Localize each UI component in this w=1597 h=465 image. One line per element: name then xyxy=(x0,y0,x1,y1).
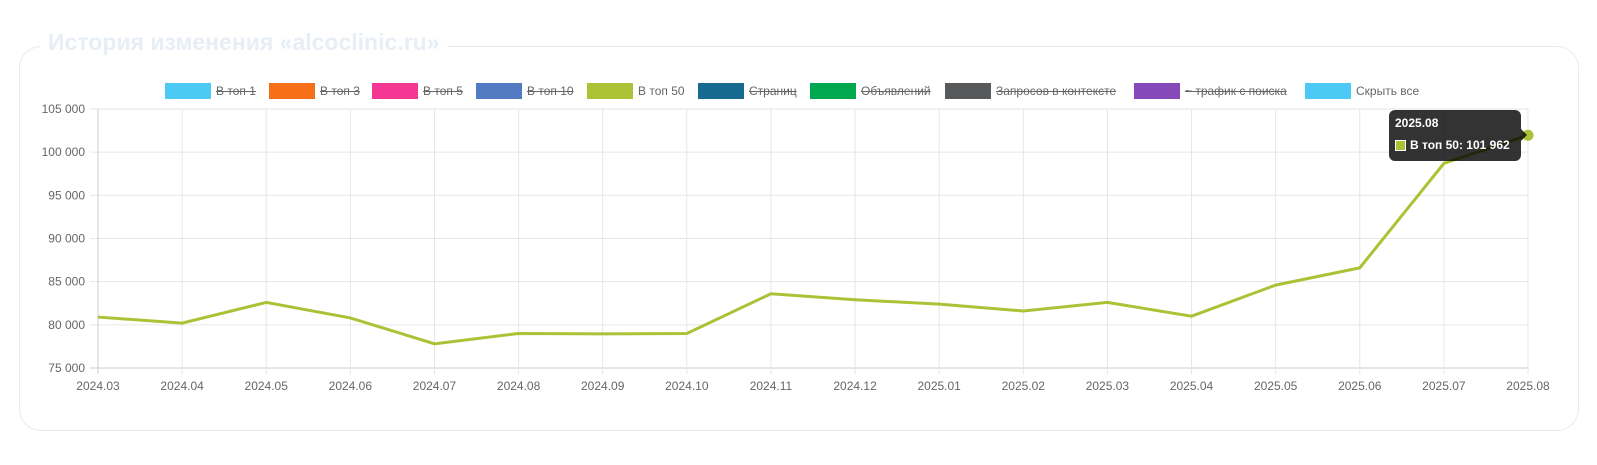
legend-swatch xyxy=(165,83,211,99)
x-tick-label: 2024.11 xyxy=(750,379,793,393)
legend-label: ~ трафик с поиска xyxy=(1185,84,1287,98)
y-tick-label: 85 000 xyxy=(48,275,85,289)
y-tick-label: 90 000 xyxy=(48,232,85,246)
legend-swatch xyxy=(587,83,633,99)
series-line xyxy=(97,133,1529,346)
legend-swatch xyxy=(945,83,991,99)
chart-card xyxy=(19,46,1579,431)
tooltip-title: 2025.08 xyxy=(1395,116,1439,130)
x-tick-label: 2024.07 xyxy=(413,379,457,393)
legend-label: В топ 1 xyxy=(216,84,256,98)
tooltip-caret xyxy=(1521,129,1527,141)
x-tick-label: 2025.06 xyxy=(1338,379,1382,393)
x-tick-label: 2025.05 xyxy=(1254,379,1298,393)
legend-label: Скрыть все xyxy=(1356,84,1420,98)
legend-label: В топ 5 xyxy=(423,84,463,98)
y-tick-label: 105 000 xyxy=(42,102,86,116)
legend-swatch xyxy=(1134,83,1180,99)
x-tick-label: 2024.09 xyxy=(581,379,625,393)
chart-tooltip: 2025.08 В топ 50: 101 962 xyxy=(1389,110,1521,161)
y-tick-label: 95 000 xyxy=(48,188,85,202)
tooltip-swatch xyxy=(1395,140,1406,151)
legend-label: В топ 50 xyxy=(638,84,685,98)
legend-label: Страниц xyxy=(749,84,797,98)
legend-label: В топ 3 xyxy=(320,84,360,98)
x-tick-label: 2025.08 xyxy=(1506,379,1550,393)
y-tick-label: 75 000 xyxy=(48,361,85,375)
x-tick-label: 2024.04 xyxy=(160,379,204,393)
legend-swatch xyxy=(810,83,856,99)
tooltip-body: В топ 50: 101 962 xyxy=(1410,138,1510,152)
card-title: История изменения «alcoclinic.ru» xyxy=(40,29,448,56)
x-tick-label: 2024.12 xyxy=(833,379,877,393)
x-tick-label: 2024.05 xyxy=(245,379,289,393)
chart-legend: В топ 1 В топ 3 В топ 5 В топ 10 В топ 5… xyxy=(0,82,1597,102)
legend-swatch xyxy=(1305,83,1351,99)
legend-label: В топ 10 xyxy=(527,84,574,98)
x-tick-label: 2024.10 xyxy=(665,379,709,393)
legend-swatch xyxy=(476,83,522,99)
x-tick-label: 2025.04 xyxy=(1170,379,1214,393)
legend-label: Запросов в контексте xyxy=(996,84,1117,98)
x-tick-label: 2024.03 xyxy=(76,379,120,393)
legend-label: Объявлений xyxy=(861,84,931,98)
x-tick-label: 2025.02 xyxy=(1002,379,1046,393)
y-tick-label: 80 000 xyxy=(48,318,85,332)
x-tick-label: 2025.01 xyxy=(917,379,961,393)
legend-swatch xyxy=(269,83,315,99)
legend-swatch xyxy=(698,83,744,99)
x-tick-label: 2025.03 xyxy=(1086,379,1130,393)
x-tick-label: 2025.07 xyxy=(1422,379,1466,393)
x-tick-label: 2024.08 xyxy=(497,379,541,393)
y-tick-label: 100 000 xyxy=(42,145,86,159)
legend-swatch xyxy=(372,83,418,99)
x-tick-label: 2024.06 xyxy=(329,379,373,393)
